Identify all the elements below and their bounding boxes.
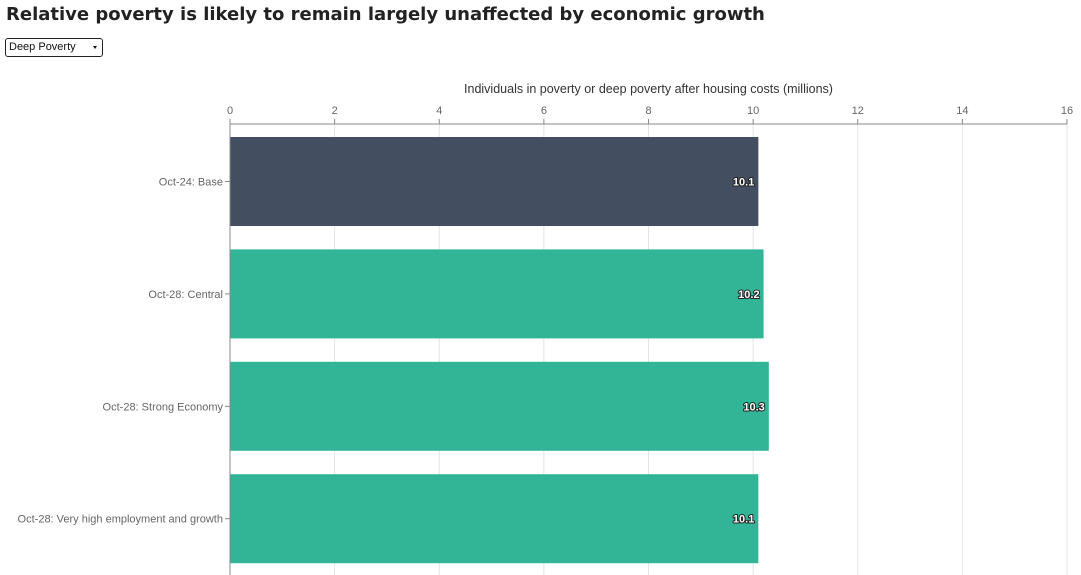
bar <box>230 362 769 451</box>
bar <box>230 474 758 563</box>
x-tick-label: 10 <box>747 105 759 117</box>
x-tick-label: 12 <box>852 105 864 117</box>
category-label: Oct-28: Very high employment and growth <box>18 514 223 526</box>
category-label: Oct-28: Central <box>148 289 223 301</box>
x-tick-label: 4 <box>436 105 442 117</box>
data-label: 10.3 <box>743 401 764 413</box>
x-tick-label: 8 <box>645 105 651 117</box>
x-tick-label: 2 <box>332 105 338 117</box>
category-label: Oct-24: Base <box>159 177 223 189</box>
data-label: 10.2 <box>738 289 759 301</box>
category-label: Oct-28: Strong Economy <box>103 401 224 413</box>
x-axis-title: Individuals in poverty or deep poverty a… <box>464 82 833 96</box>
x-tick-label: 14 <box>956 105 968 117</box>
data-label: 10.1 <box>733 514 754 526</box>
data-label: 10.1 <box>733 177 754 189</box>
bar <box>230 249 764 338</box>
x-tick-label: 0 <box>227 105 233 117</box>
bar <box>230 137 758 226</box>
x-tick-label: 6 <box>541 105 547 117</box>
bar-chart: Individuals in poverty or deep poverty a… <box>0 0 1081 575</box>
x-tick-label: 16 <box>1061 105 1073 117</box>
